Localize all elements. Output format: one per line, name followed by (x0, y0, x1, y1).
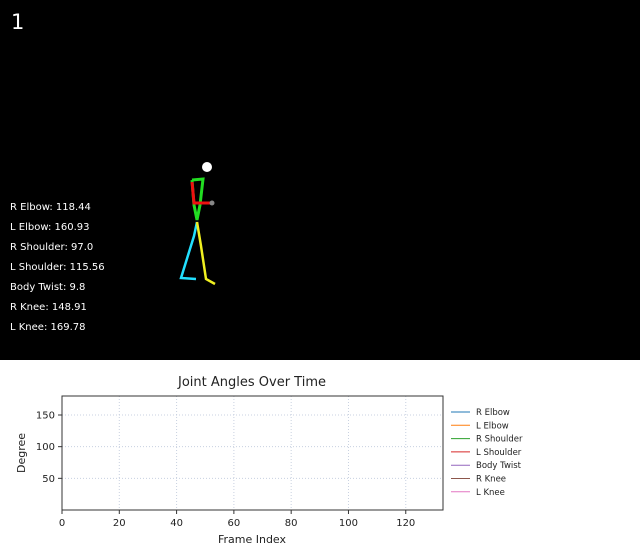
angle-readout-body-twist: Body Twist: 9.8 (10, 282, 86, 293)
skeleton-right-arm (190, 181, 210, 205)
joint-angles-chart: Joint Angles Over Time 0 20 40 60 80 100 120 5… (15, 375, 523, 546)
chart-grid (61, 396, 443, 510)
x-tick-label: 100 (339, 518, 358, 529)
angle-readout-l-knee: L Knee: 169.78 (10, 322, 86, 333)
skeleton-right-leg (179, 221, 199, 281)
angle-readout-l-shoulder: L Shoulder: 115.56 (10, 262, 105, 273)
chart-legend: R Elbow L Elbow R Shoulder L Shoulder Body T… (451, 408, 523, 498)
skeleton-wrist-joint (209, 200, 215, 206)
frame-number: 1 (11, 10, 25, 34)
skeleton-left-leg (195, 221, 216, 286)
legend-label-r-knee: R Knee (476, 475, 506, 485)
chart-title: Joint Angles Over Time (177, 375, 326, 390)
skeleton-figure (179, 162, 216, 286)
y-axis-ticks: 50 100 150 (36, 411, 62, 485)
x-tick-label: 120 (396, 518, 415, 529)
y-tick-label: 50 (42, 474, 55, 485)
legend-label-l-shoulder: L Shoulder (476, 448, 522, 458)
x-tick-label: 20 (113, 518, 126, 529)
video-frame: 1 R Elbow: 118.44 L Elbow: 160.93 R Should… (0, 0, 640, 360)
x-tick-label: 60 (228, 518, 241, 529)
legend-label-body-twist: Body Twist (476, 461, 522, 471)
angle-readout-r-knee: R Knee: 148.91 (10, 302, 87, 313)
x-tick-label: 40 (170, 518, 183, 529)
legend-label-l-knee: L Knee (476, 488, 505, 498)
legend-label-r-shoulder: R Shoulder (476, 435, 523, 445)
angle-readout-l-elbow: L Elbow: 160.93 (10, 222, 90, 233)
x-axis-label: Frame Index (218, 533, 287, 546)
x-tick-label: 0 (59, 518, 65, 529)
angle-readout-r-shoulder: R Shoulder: 97.0 (10, 242, 94, 253)
y-tick-label: 150 (36, 411, 55, 422)
x-tick-label: 80 (285, 518, 298, 529)
skeleton-head (202, 162, 212, 172)
y-tick-label: 100 (36, 442, 55, 453)
legend-label-l-elbow: L Elbow (476, 421, 509, 431)
plot-frame (61, 395, 444, 511)
y-axis-label: Degree (15, 433, 28, 473)
x-axis-ticks: 0 20 40 60 80 100 120 (59, 510, 415, 529)
legend-label-r-elbow: R Elbow (476, 408, 510, 418)
angle-readout-r-elbow: R Elbow: 118.44 (10, 202, 91, 213)
